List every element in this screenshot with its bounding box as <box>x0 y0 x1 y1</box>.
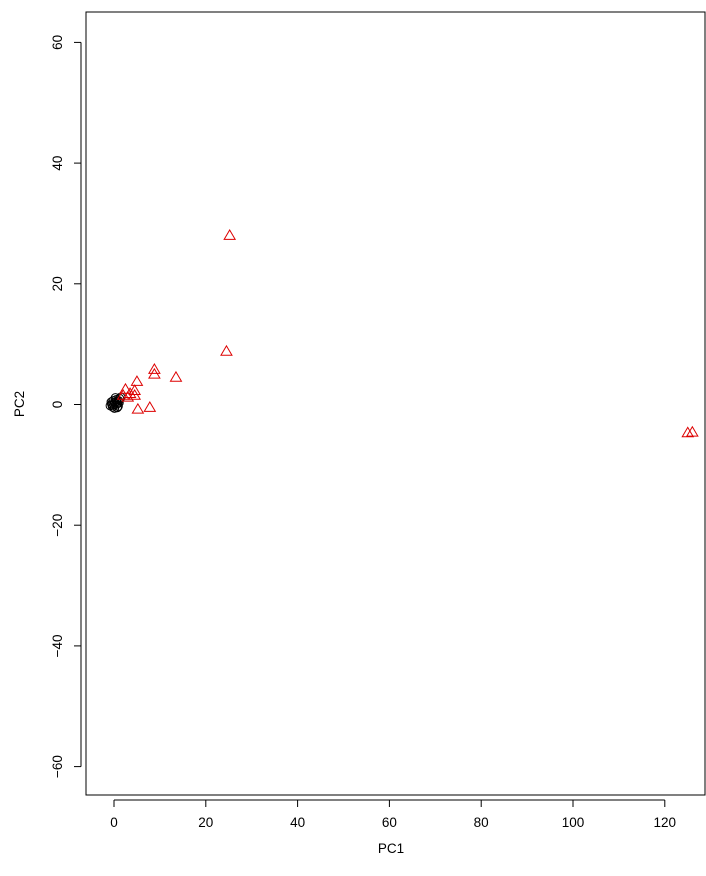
data-point-triangle <box>148 367 161 379</box>
y-tick-label: −40 <box>50 634 65 657</box>
y-tick-label: −20 <box>50 514 65 537</box>
data-point-triangle <box>681 426 695 438</box>
x-tick-label: 100 <box>562 815 585 830</box>
data-point-circle <box>114 397 124 408</box>
y-axis-title: PC2 <box>12 391 27 417</box>
data-point-triangle <box>685 425 699 437</box>
x-axis-title: PC1 <box>378 841 404 856</box>
data-point-triangle <box>128 388 142 400</box>
x-tick-label: 80 <box>474 815 489 830</box>
plot-frame <box>85 11 706 796</box>
data-point-triangle <box>119 382 132 394</box>
data-point-triangle <box>148 363 161 374</box>
x-tick-label: 120 <box>654 815 677 830</box>
y-tick-label: 20 <box>50 276 65 291</box>
data-point-circle <box>113 401 123 412</box>
data-point-triangle <box>223 229 237 240</box>
data-point-circle <box>108 396 118 406</box>
data-point-triangle <box>130 375 144 386</box>
data-point-circle <box>107 400 117 410</box>
x-tick-label: 40 <box>290 815 305 830</box>
data-point-triangle <box>131 402 145 414</box>
data-point-circle <box>112 402 122 413</box>
data-point-triangle <box>169 370 183 382</box>
data-point-triangle <box>220 344 233 356</box>
y-tick-label: −60 <box>50 755 65 778</box>
x-tick-label: 20 <box>198 815 213 830</box>
data-point-triangle <box>143 401 157 412</box>
y-tick-label: 0 <box>50 401 65 409</box>
x-tick-label: 60 <box>382 815 397 830</box>
y-tick-label: 60 <box>50 35 65 50</box>
y-tick-label: 40 <box>50 156 65 171</box>
y-axis: −60 −40 −20 0 20 40 60 <box>50 35 82 778</box>
x-tick-label: 0 <box>110 815 118 830</box>
x-axis: 0 20 40 60 80 100 120 <box>110 799 677 830</box>
data-point-triangle <box>128 384 142 395</box>
data-points <box>105 229 699 438</box>
